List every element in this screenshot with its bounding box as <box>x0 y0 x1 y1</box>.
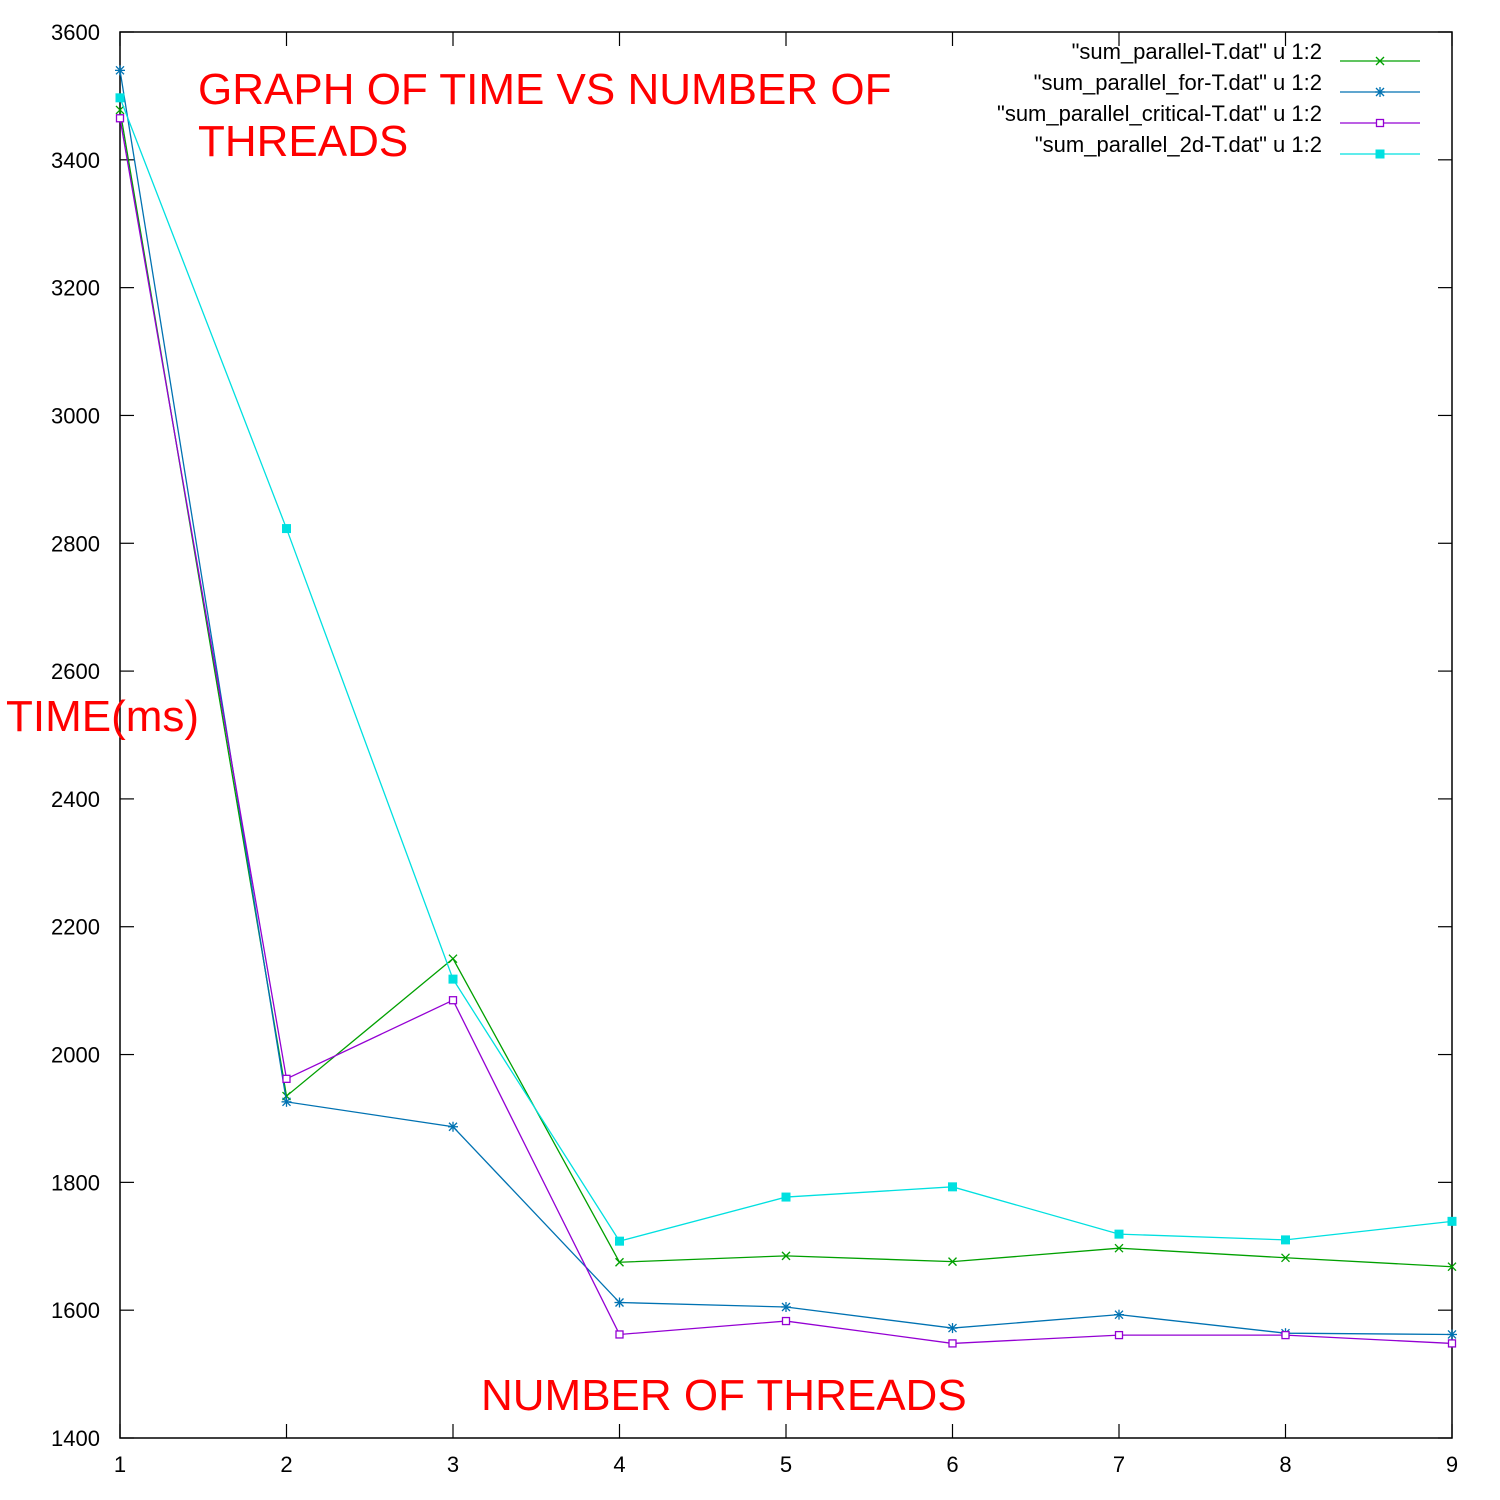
data-point <box>781 1251 791 1261</box>
legend-marker <box>1375 56 1385 66</box>
data-point <box>281 1096 292 1107</box>
data-point <box>615 1257 624 1267</box>
y-tick-label: 2800 <box>51 531 100 556</box>
marker-stroke <box>781 1251 791 1261</box>
chart-title-line-2: THREADS <box>198 117 408 166</box>
legend-marker <box>1375 149 1385 159</box>
x-tick-label: 5 <box>780 1452 792 1477</box>
series-3 <box>115 114 1457 1348</box>
data-point <box>948 1182 957 1192</box>
series-2 <box>115 65 1457 1340</box>
marker-stroke <box>1447 1262 1457 1272</box>
data-point <box>448 974 458 984</box>
data-point <box>1447 1329 1457 1340</box>
y-tick-label: 1800 <box>51 1170 100 1195</box>
data-point <box>1114 1330 1124 1340</box>
y-axis: 1400 1600 1800 2000 2200 2400 2600 2800 3000 3200… <box>51 20 1452 1451</box>
legend-label: "sum_parallel_2d-T.dat" u 1:2 <box>1035 132 1322 157</box>
x-axis-title: NUMBER OF THREADS <box>481 1371 967 1420</box>
y-tick-label: 2200 <box>51 915 100 940</box>
data-point <box>781 1301 791 1312</box>
y-tick-label: 3000 <box>51 403 100 428</box>
data-point <box>781 1192 791 1202</box>
series-line <box>119 118 1453 1345</box>
data-point <box>448 954 458 964</box>
series-line <box>119 109 1453 1268</box>
data-point <box>448 996 458 1005</box>
data-point <box>448 1121 458 1132</box>
data-point <box>115 114 125 123</box>
data-point <box>1447 1262 1457 1272</box>
y-axis-title: TIME(ms) <box>6 692 199 741</box>
marker-stroke <box>1114 1243 1124 1253</box>
x-tick-label: 4 <box>613 1452 625 1477</box>
y-tick-label: 3400 <box>51 148 100 173</box>
data-point <box>1281 1235 1290 1245</box>
data-point <box>282 1074 291 1083</box>
x-tick-label: 6 <box>946 1452 958 1477</box>
y-tick-label: 1400 <box>51 1426 100 1451</box>
legend-label: "sum_parallel_critical-T.dat" u 1:2 <box>997 101 1322 126</box>
y-tick-label: 2400 <box>51 787 100 812</box>
data-point <box>115 93 125 103</box>
data-point <box>115 105 125 115</box>
data-point <box>615 1236 624 1246</box>
y-tick-label: 3200 <box>51 276 100 301</box>
data-point <box>948 1339 957 1348</box>
marker-stroke <box>1281 1253 1290 1263</box>
legend-label: "sum_parallel_for-T.dat" u 1:2 <box>1034 70 1322 95</box>
x-tick-label: 8 <box>1279 1452 1291 1477</box>
y-tick-label: 3600 <box>51 20 100 45</box>
series-4 <box>115 93 1457 1246</box>
legend-label: "sum_parallel-T.dat" u 1:2 <box>1072 39 1322 64</box>
data-point <box>1447 1216 1457 1226</box>
data-point <box>781 1316 791 1326</box>
plot-frame <box>119 31 1453 1439</box>
y-tick-label: 1600 <box>51 1298 100 1323</box>
data-point <box>1281 1330 1290 1340</box>
marker-stroke <box>948 1257 957 1267</box>
legend: "sum_parallel-T.dat" u 1:2 "sum_parallel_… <box>997 39 1420 159</box>
marker-stroke <box>615 1257 624 1267</box>
data-point <box>282 524 291 534</box>
data-point <box>948 1257 957 1267</box>
legend-marker <box>1375 87 1385 97</box>
x-tick-label: 9 <box>1446 1452 1458 1477</box>
x-tick-label: 3 <box>447 1452 459 1477</box>
data-point <box>1114 1309 1124 1320</box>
data-point <box>1281 1253 1290 1263</box>
marker-stroke <box>1375 56 1385 66</box>
y-tick-label: 2600 <box>51 659 100 684</box>
data-point <box>115 65 125 76</box>
chart-title-line-1: GRAPH OF TIME VS NUMBER OF <box>198 65 891 114</box>
series-1 <box>115 105 1457 1272</box>
series-line <box>119 97 1453 1242</box>
y-tick-label: 2000 <box>51 1043 100 1068</box>
data-point <box>947 1323 958 1334</box>
data-point <box>1114 1229 1124 1239</box>
x-axis: 1 2 3 4 5 6 7 8 9 <box>114 32 1458 1477</box>
series-line <box>119 70 1453 1336</box>
x-tick-label: 1 <box>114 1452 126 1477</box>
marker-stroke <box>448 954 458 964</box>
x-tick-label: 2 <box>280 1452 292 1477</box>
series-layer <box>115 65 1457 1348</box>
x-tick-label: 7 <box>1113 1452 1125 1477</box>
data-point <box>614 1297 625 1308</box>
legend-marker <box>1375 118 1385 128</box>
marker-stroke <box>115 105 125 115</box>
data-point <box>615 1330 624 1339</box>
data-point <box>1447 1339 1457 1348</box>
data-point <box>1114 1243 1124 1253</box>
